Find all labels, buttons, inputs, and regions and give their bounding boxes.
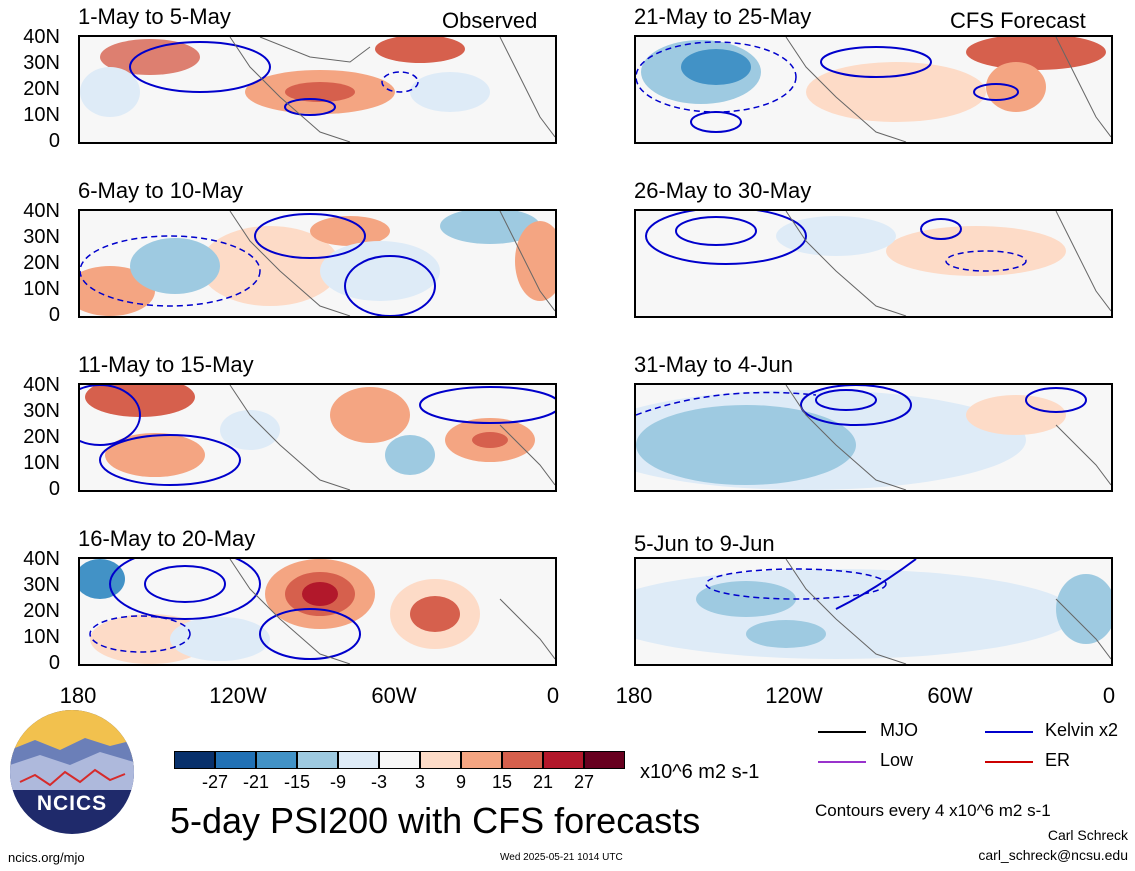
ncics-logo: NCICS: [10, 710, 134, 834]
colorbar-swatch: [543, 751, 584, 769]
lat-label: 10N: [23, 104, 60, 126]
legend-label-mjo: MJO: [880, 720, 918, 740]
lat-label: 30N: [23, 52, 60, 74]
legend-line-kelvin: [985, 731, 1033, 733]
panel-title: 1-May to 5-May: [78, 4, 231, 29]
panel-forecast-3: [634, 383, 1113, 492]
panel-observed-2: [78, 209, 557, 318]
lat-label: 0: [48, 304, 60, 326]
colorbar-swatch: [215, 751, 256, 769]
panel-forecast-1: [634, 35, 1113, 144]
colorbar-swatch: [379, 751, 420, 769]
lat-label: 10N: [23, 278, 60, 300]
colorbar-tick-label: -21: [242, 772, 269, 792]
lat-label: 10N: [23, 452, 60, 474]
lon-label: 60W: [927, 683, 973, 708]
observed-tag: Observed: [442, 8, 538, 33]
panel-title: 6-May to 10-May: [78, 178, 244, 203]
legend-line-er: [985, 761, 1033, 763]
panel-title: 21-May to 25-May: [634, 4, 812, 29]
lat-label: 0: [48, 478, 60, 500]
legend-label-er: ER: [1045, 750, 1071, 770]
colorbar-swatch: [338, 751, 379, 769]
lon-label: 180: [615, 683, 653, 708]
colorbar-swatch: [584, 751, 625, 769]
panel-title: 11-May to 15-May: [78, 352, 254, 377]
lon-label: 0: [1102, 683, 1116, 708]
panel-observed-1: [78, 35, 557, 144]
colorbar-units: x10^6 m2 s-1: [640, 761, 760, 783]
lat-label: 40N: [23, 374, 60, 396]
panel-title: 31-May to 4-Jun: [634, 352, 793, 377]
lon-label: 120W: [209, 683, 267, 708]
lat-label: 20N: [23, 78, 60, 100]
lon-label: 120W: [765, 683, 823, 708]
panel-title: 16-May to 20-May: [78, 526, 256, 551]
site-url[interactable]: ncics.org/mjo: [8, 850, 85, 865]
lat-label: 40N: [23, 200, 60, 222]
lat-label: 20N: [23, 426, 60, 448]
lat-label: 10N: [23, 626, 60, 648]
lat-label: 0: [48, 130, 60, 152]
logo-text: NCICS: [36, 792, 108, 815]
email: carl_schreck@ncsu.edu: [978, 847, 1128, 863]
colorbar-tick-label: -27: [201, 772, 228, 792]
colorbar-swatch: [420, 751, 461, 769]
colorbar-tick-label: 27: [573, 772, 595, 792]
timestamp: Wed 2025-05-21 1014 UTC: [500, 852, 623, 863]
colorbar-swatch: [174, 751, 215, 769]
forecast-tag: CFS Forecast: [950, 8, 1086, 33]
lat-label: 20N: [23, 600, 60, 622]
colorbar-swatch: [256, 751, 297, 769]
lon-label: 180: [59, 683, 97, 708]
legend-label-low: Low: [880, 750, 914, 770]
legend-line-mjo: [818, 731, 866, 733]
colorbar-tick-label: -15: [283, 772, 310, 792]
colorbar-swatch: [461, 751, 502, 769]
lat-label: 30N: [23, 574, 60, 596]
lon-label: 60W: [371, 683, 417, 708]
colorbar-tick-label: 3: [414, 772, 425, 792]
lat-label: 0: [48, 652, 60, 674]
colorbar-tick-label: 9: [455, 772, 466, 792]
colorbar-swatch: [297, 751, 338, 769]
lat-label: 20N: [23, 252, 60, 274]
colorbar-tick-label: -3: [370, 772, 387, 792]
panel-observed-4: [78, 557, 557, 666]
author: Carl Schreck: [1047, 827, 1128, 843]
panel-title: 5-Jun to 9-Jun: [634, 531, 775, 556]
legend-line-low: [818, 761, 866, 763]
contour-note: Contours every 4 x10^6 m2 s-1: [815, 801, 1051, 820]
colorbar-tick-label: 15: [491, 772, 513, 792]
panel-title: 26-May to 30-May: [634, 178, 812, 203]
panel-observed-3: [78, 383, 557, 492]
colorbar-swatch: [502, 751, 543, 769]
colorbar-tick-label: 21: [532, 772, 554, 792]
main-title: 5-day PSI200 with CFS forecasts: [170, 800, 701, 841]
lon-label: 0: [546, 683, 560, 708]
lat-label: 30N: [23, 400, 60, 422]
lat-label: 30N: [23, 226, 60, 248]
panel-forecast-2: [634, 209, 1113, 318]
colorbar-tick-label: -9: [329, 772, 346, 792]
lat-label: 40N: [23, 26, 60, 48]
lat-label: 40N: [23, 548, 60, 570]
legend-label-kelvin: Kelvin x2: [1045, 720, 1119, 740]
panel-forecast-4: [634, 557, 1113, 666]
